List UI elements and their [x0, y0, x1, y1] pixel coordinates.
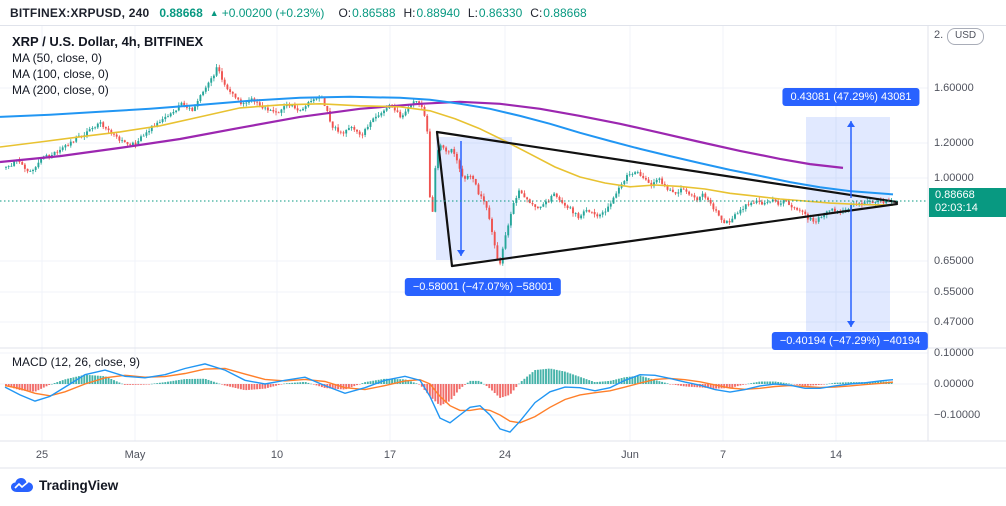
symbol-title[interactable]: BITFINEX:XRPUSD, 240	[10, 5, 150, 20]
macd-tick-label: 0.00000	[934, 378, 974, 390]
time-tick-label: 25	[35, 449, 49, 461]
ohlc-value: 0.88668	[543, 5, 587, 20]
measure-arrows[interactable]	[457, 121, 855, 327]
moving-average-lines	[0, 95, 894, 206]
tradingview-logo-text: TradingView	[39, 477, 119, 493]
currency-toggle[interactable]: USD	[947, 28, 985, 45]
price-scale-top-label: 2.	[934, 29, 944, 41]
time-tick-label: Jun	[621, 449, 639, 461]
time-tick-label: 24	[498, 449, 512, 461]
triangle-pattern-drawing[interactable]	[435, 130, 899, 268]
ma50-legend-label[interactable]: MA (50, close, 0)	[12, 51, 103, 65]
time-axis[interactable]	[0, 441, 1006, 468]
candlestick-series	[5, 64, 893, 266]
measure-projection-areas[interactable]	[436, 117, 890, 331]
projection-down-label-badge[interactable]: −0.40194 (−47.29%) −40194	[771, 332, 929, 350]
measure-down-left-label-badge[interactable]: −0.58001 (−47.07%) −58001	[404, 278, 562, 296]
price-tick-label: 0.65000	[934, 255, 974, 267]
price-tick-label: 0.47000	[934, 316, 974, 328]
macd-tick-label: 0.10000	[934, 347, 974, 359]
ohlc-label: L:	[467, 5, 478, 20]
macd-lines	[4, 363, 894, 433]
footer: TradingView	[10, 477, 118, 493]
price-tick-label: 1.00000	[934, 172, 974, 184]
ohlc-label: O:	[338, 5, 352, 20]
last-price: 0.88668	[159, 5, 203, 20]
time-tick-label: 7	[719, 449, 727, 461]
macd-line	[4, 363, 894, 433]
ma200-line	[0, 100, 844, 169]
ohlc-value: 0.86330	[478, 5, 523, 20]
price-tick-label: 0.55000	[934, 286, 974, 298]
macd-tick-label: −0.10000	[934, 409, 981, 421]
price-tick-label: 1.20000	[934, 137, 974, 149]
ma50-line	[0, 102, 894, 206]
ma100-line	[0, 95, 894, 196]
ohlc-label: H:	[403, 5, 416, 20]
ohlc-value: 0.86588	[352, 5, 396, 20]
time-tick-label: 17	[383, 449, 397, 461]
projection-up-label-badge[interactable]: 0.43081 (47.29%) 43081	[782, 88, 920, 106]
time-tick-label: May	[124, 449, 146, 461]
current-price-badge: 0.88668 02:03:14	[929, 188, 1006, 217]
time-tick-label: 14	[829, 449, 843, 461]
current-price-value: 0.88668	[935, 189, 975, 201]
ohlc-value: 0.88940	[416, 5, 460, 20]
up-arrow-icon: ▲	[209, 7, 219, 18]
tradingview-cloud-icon	[11, 478, 33, 492]
ohlc-label: C:	[530, 5, 543, 20]
macd-indicator-label[interactable]: MACD (12, 26, close, 9)	[12, 355, 141, 369]
time-tick-label: 10	[270, 449, 284, 461]
price-change: +0.00200 (+0.23%)	[221, 5, 325, 20]
ma100-legend-label[interactable]: MA (100, close, 0)	[12, 67, 109, 81]
chart-legend: XRP / U.S. Dollar, 4h, BITFINEX MA (50, …	[12, 33, 203, 98]
ohlc-values: O: 0.86588 H: 0.88940 L: 0.86330 C: 0.88668	[330, 6, 586, 20]
bar-countdown: 02:03:14	[935, 202, 978, 214]
chart-title[interactable]: XRP / U.S. Dollar, 4h, BITFINEX	[12, 34, 204, 49]
price-tick-label: 1.60000	[934, 82, 974, 94]
symbol-info-bar: BITFINEX:XRPUSD, 240 0.88668 ▲ +0.00200 …	[0, 0, 1006, 26]
ma200-legend-label[interactable]: MA (200, close, 0)	[12, 83, 109, 97]
tradingview-logo-link[interactable]: TradingView	[10, 477, 118, 493]
